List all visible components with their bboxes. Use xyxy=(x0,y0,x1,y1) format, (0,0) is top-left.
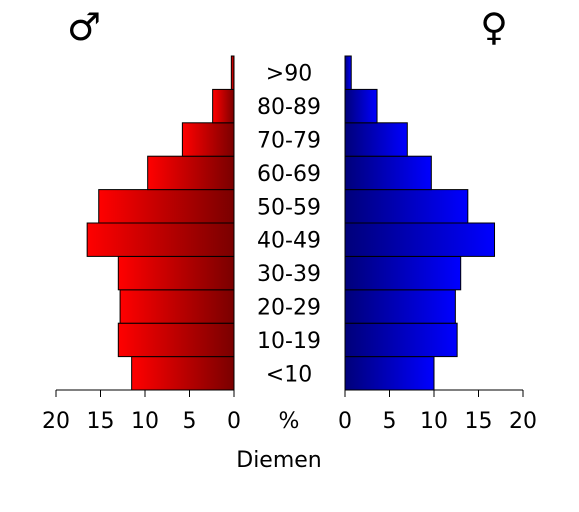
female-bar-3 xyxy=(344,255,462,291)
male-x-axis: 0 5 10 15 20 xyxy=(42,389,241,434)
male-tick-label-4: 20 xyxy=(42,409,70,434)
male-bar-2 xyxy=(119,289,235,324)
male-bar-0 xyxy=(131,356,235,391)
female-symbol: ♀ xyxy=(480,5,508,49)
male-tick-label-0: 0 xyxy=(227,409,241,434)
female-bar-7 xyxy=(344,122,408,157)
percent-label: % xyxy=(279,409,300,434)
age-group-label-2: 20-29 xyxy=(257,296,321,321)
age-group-label-6: 60-69 xyxy=(257,162,321,187)
female-bar-5 xyxy=(344,189,469,224)
female-bar-2 xyxy=(344,289,456,324)
male-bar-9 xyxy=(230,55,235,90)
female-bar-0 xyxy=(344,356,435,391)
female-bars xyxy=(344,55,496,391)
female-tick-label-1: 5 xyxy=(383,409,397,434)
age-group-label-1: 10-19 xyxy=(257,329,321,354)
male-bars xyxy=(86,55,235,391)
male-bar-5 xyxy=(98,189,235,224)
x-axis-label: Diemen xyxy=(236,448,322,473)
age-group-label-8: 80-89 xyxy=(257,95,321,120)
male-symbol: ♂ xyxy=(67,5,101,49)
age-group-label-4: 40-49 xyxy=(257,229,321,254)
age-group-labels: <10 10-19 20-29 30-39 40-49 50-59 60-69 70-79 80… xyxy=(257,62,321,388)
age-group-label-9: >90 xyxy=(266,62,312,87)
age-group-label-5: 50-59 xyxy=(257,195,321,220)
male-bar-8 xyxy=(212,88,235,124)
age-group-label-7: 70-79 xyxy=(257,129,321,154)
male-bar-4 xyxy=(86,222,235,257)
male-tick-label-2: 10 xyxy=(131,409,159,434)
female-tick-label-3: 15 xyxy=(465,409,493,434)
female-bar-6 xyxy=(344,155,432,191)
female-bar-8 xyxy=(344,88,378,124)
male-bar-7 xyxy=(181,122,235,157)
female-bar-4 xyxy=(344,222,496,257)
male-tick-label-1: 5 xyxy=(183,409,197,434)
female-x-axis: 0 5 10 15 20 xyxy=(338,389,537,434)
age-group-label-0: <10 xyxy=(266,362,312,387)
male-bar-3 xyxy=(117,255,235,291)
female-tick-label-2: 10 xyxy=(420,409,448,434)
male-bar-6 xyxy=(147,155,235,191)
age-group-label-3: 30-39 xyxy=(257,262,321,287)
female-tick-label-0: 0 xyxy=(338,409,352,434)
female-bar-9 xyxy=(344,55,352,90)
male-tick-label-3: 15 xyxy=(87,409,115,434)
female-tick-label-4: 20 xyxy=(509,409,537,434)
male-bar-1 xyxy=(117,322,235,358)
female-bar-1 xyxy=(344,322,458,358)
